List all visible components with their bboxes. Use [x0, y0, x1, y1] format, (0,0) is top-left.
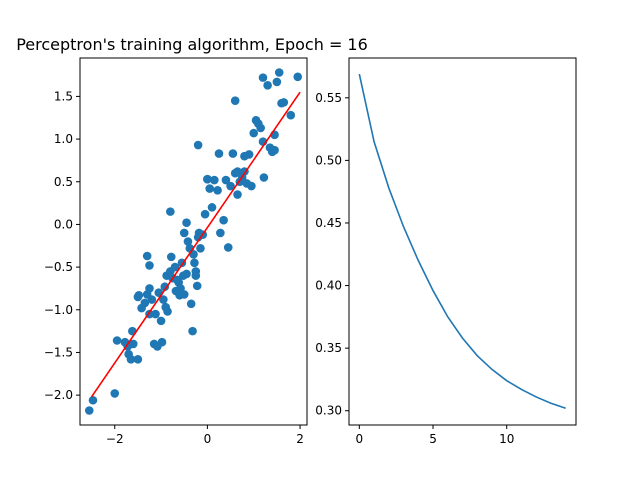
x-tick-label: 0: [355, 432, 363, 446]
scatter-point: [133, 292, 143, 302]
y-tick-label: 0.30: [315, 404, 342, 418]
scatter-point: [191, 267, 201, 276]
y-tick-label: 0.45: [315, 216, 342, 230]
scatter-point: [84, 406, 94, 415]
y-tick-label: 0.35: [315, 341, 342, 355]
scatter-point: [233, 167, 242, 176]
scatter-point: [159, 295, 168, 304]
decision-line: [90, 91, 301, 398]
y-tick-label: −2.0: [44, 388, 73, 402]
scatter-point: [128, 339, 138, 349]
scatter-point: [213, 185, 222, 195]
scatter-point: [263, 81, 272, 90]
scatter-point: [256, 123, 265, 133]
y-tick-label: 0.55: [315, 91, 342, 105]
scatter-axes: −2 0 2 −2.0 −1.5 −1.0 −0.5 0.0 0.5 1.0 1.5: [44, 89, 304, 446]
scatter-point: [126, 354, 136, 364]
scatter-point: [156, 316, 166, 326]
scatter-point: [221, 175, 231, 185]
scatter-plot-area: [84, 68, 303, 415]
y-tick-label: 0.0: [54, 217, 73, 231]
scatter-point: [249, 128, 259, 138]
scatter-point: [270, 145, 279, 155]
scatter-point: [293, 72, 303, 82]
scatter-point: [183, 237, 193, 246]
scatter-point: [233, 190, 242, 199]
scatter-point: [196, 244, 205, 253]
scatter-point: [272, 77, 282, 87]
scatter-point: [259, 173, 269, 182]
line-frame: [348, 57, 577, 426]
scatter-point: [170, 262, 180, 272]
scatter-point: [258, 73, 268, 82]
scatter-point: [216, 228, 225, 238]
scatter-point: [157, 337, 167, 347]
scatter-frame: [79, 57, 308, 426]
scatter-point: [226, 181, 235, 191]
scatter-point: [200, 209, 210, 219]
scatter-point: [110, 389, 120, 398]
line-plot-area: [358, 73, 566, 409]
scatter-point: [214, 149, 224, 158]
scatter-point: [179, 228, 189, 238]
scatter-point: [205, 184, 215, 193]
scatter-point: [210, 175, 219, 185]
x-tick-label: 10: [499, 432, 514, 446]
scatter-point: [193, 140, 203, 150]
scatter-point: [223, 243, 233, 252]
scatter-point: [286, 110, 296, 120]
y-tick-label: 0.5: [54, 175, 73, 189]
line-axes: 0 5 10 0.30 0.35 0.40 0.45 0.50 0.55: [315, 91, 514, 446]
scatter-point: [166, 252, 176, 262]
scatter-point: [207, 203, 217, 212]
loss-line: [358, 73, 566, 409]
scatter-point: [203, 174, 212, 184]
scatter-point: [163, 307, 172, 316]
scatter-point: [230, 96, 240, 105]
line-chart: 0 5 10 0.30 0.35 0.40 0.45 0.50 0.55: [315, 57, 577, 446]
scatter-point: [160, 282, 170, 292]
x-tick-label: 2: [296, 432, 304, 446]
y-tick-label: −1.5: [44, 345, 73, 359]
scatter-point: [133, 354, 143, 364]
y-tick-label: −0.5: [44, 260, 73, 274]
scatter-point: [140, 298, 150, 308]
y-tick-label: 0.40: [315, 279, 342, 293]
scatter-point: [274, 68, 284, 77]
scatter-chart: Perceptron's training algorithm, Epoch =…: [16, 35, 368, 446]
scatter-point: [190, 258, 199, 268]
scatter-point: [279, 98, 289, 107]
scatter-point: [240, 151, 249, 161]
y-tick-label: 0.50: [315, 153, 342, 167]
scatter-point: [145, 261, 154, 270]
chart-title: Perceptron's training algorithm, Epoch =…: [16, 35, 368, 54]
scatter-point: [145, 284, 154, 293]
scatter-point: [112, 336, 122, 345]
y-tick-label: 1.5: [54, 89, 73, 103]
scatter-point: [186, 299, 196, 309]
scatter-point: [182, 218, 191, 228]
scatter-point: [147, 295, 157, 304]
scatter-point: [142, 251, 152, 261]
y-tick-label: −1.0: [44, 303, 73, 317]
scatter-point: [88, 395, 98, 405]
scatter-point: [166, 207, 175, 216]
scatter-point: [219, 215, 228, 225]
scatter-point: [151, 309, 160, 319]
scatter-point: [247, 181, 256, 191]
scatter-point: [179, 290, 189, 299]
x-tick-label: 0: [204, 432, 212, 446]
scatter-point: [188, 326, 197, 336]
scatter-point: [182, 269, 191, 279]
scatter-point: [192, 281, 202, 291]
x-tick-label: 5: [429, 432, 437, 446]
y-tick-label: 1.0: [54, 132, 73, 146]
scatter-point: [228, 149, 238, 158]
x-tick-label: −2: [106, 432, 124, 446]
